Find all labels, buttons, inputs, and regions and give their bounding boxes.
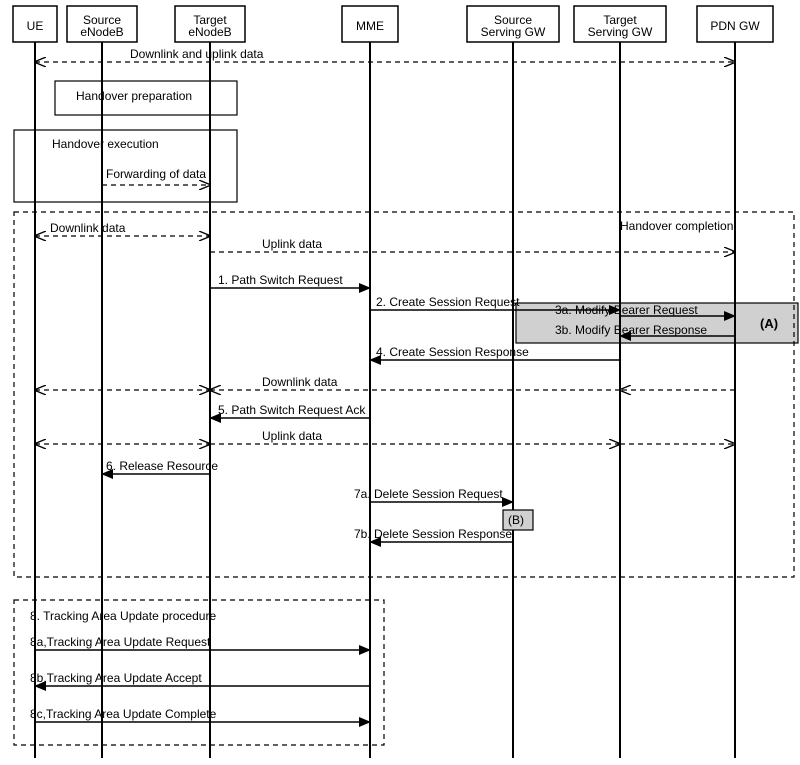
message-label-18: 7b. Delete Session Response <box>354 527 512 541</box>
message-label-4: 1. Path Switch Request <box>218 273 343 287</box>
actor-label-mme-0: MME <box>356 19 384 33</box>
message-label-16: 6. Release Resource <box>106 459 218 473</box>
message-label-6: 3a. Modify Bearer Request <box>555 303 698 317</box>
message-label-14: Uplink data <box>262 429 322 443</box>
frame-label-prep: Handover preparation <box>76 89 192 103</box>
message-label-20: 8b,Tracking Area Update Accept <box>30 671 202 685</box>
frame-label-boxB: (B) <box>508 513 524 527</box>
message-label-10: Downlink data <box>262 375 338 389</box>
frame-label-comp: Handover completion <box>620 219 733 233</box>
actor-label-sgw-1: Serving GW <box>481 25 546 39</box>
frame-label-exec: Handover execution <box>52 137 159 151</box>
message-label-3: Uplink data <box>262 237 322 251</box>
message-label-17: 7a. Delete Session Request <box>354 487 503 501</box>
marker-a: (A) <box>760 316 778 331</box>
message-label-12: 5. Path Switch Request Ack <box>218 403 366 417</box>
message-label-19: 8a,Tracking Area Update Request <box>30 635 211 649</box>
message-label-5: 2. Create Session Request <box>376 295 520 309</box>
actor-label-tgw-1: Serving GW <box>588 25 653 39</box>
message-label-8: 4. Create Session Response <box>376 345 529 359</box>
actor-label-senb-1: eNodeB <box>80 25 123 39</box>
actor-label-pgw-0: PDN GW <box>710 19 760 33</box>
message-label-0: Downlink and uplink data <box>130 47 264 61</box>
actor-label-tenb-1: eNodeB <box>188 25 231 39</box>
message-label-7: 3b. Modify Bearer Response <box>555 323 707 337</box>
actor-label-ue-0: UE <box>27 19 44 33</box>
frame-label-fwd: Forwarding of data <box>106 167 206 181</box>
message-label-21: 8c,Tracking Area Update Complete <box>30 707 217 721</box>
frame-comp <box>14 212 794 577</box>
frame-label-tau: 8. Tracking Area Update procedure <box>30 609 216 623</box>
message-label-2: Downlink data <box>50 221 126 235</box>
sequence-diagram: Handover preparation Handover execution Fo… <box>0 0 800 765</box>
